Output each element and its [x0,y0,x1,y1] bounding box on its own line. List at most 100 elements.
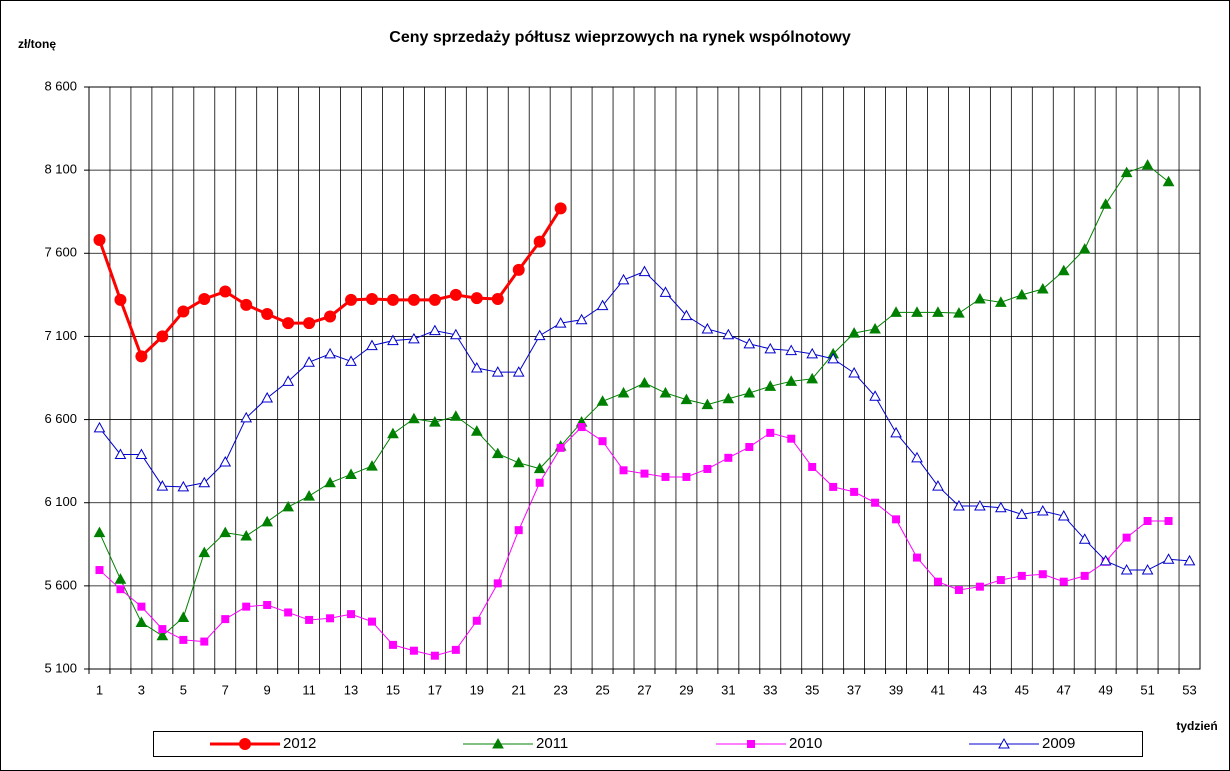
x-tick-label: 5 [180,682,187,697]
y-tick-label: 5 100 [44,660,77,675]
data-point [303,356,315,367]
data-point [408,332,420,344]
data-point [680,393,693,405]
data-point [659,286,672,297]
data-point [282,375,294,386]
data-point [1078,243,1091,254]
data-point [116,585,125,594]
data-point [114,448,127,459]
data-point [850,487,859,496]
data-point [848,366,860,378]
data-point [242,602,251,611]
data-point [1183,554,1196,566]
plot-frame [88,86,1201,670]
data-point [764,380,777,391]
data-point [724,453,733,462]
data-point [1015,508,1028,519]
data-point [326,614,335,623]
data-point [974,292,986,304]
data-point [512,263,525,276]
data-point [324,347,336,359]
data-point [911,451,923,463]
data-point [743,337,756,349]
y-tick-label: 7 100 [44,328,77,343]
data-point [429,324,441,336]
data-point [470,361,483,373]
x-tick-label: 25 [595,682,609,697]
data-point [1099,198,1112,209]
data-point [598,437,607,446]
data-point [535,478,544,487]
data-point [1120,166,1133,178]
x-tick-label: 45 [1015,682,1029,697]
data-point [491,366,504,377]
data-point [932,306,944,317]
data-point [303,490,315,501]
data-point [1015,288,1028,300]
data-point [722,328,735,340]
x-tick-label: 11 [302,682,316,697]
data-point [95,566,104,575]
data-point [1122,533,1131,542]
data-point [282,317,295,330]
data-point [829,482,838,491]
data-point [240,298,253,311]
series-line [99,426,1169,657]
data-point [1162,553,1175,564]
data-point [827,352,840,364]
data-point [995,296,1007,307]
data-point [135,350,148,363]
data-point [198,476,211,488]
legend-marker [998,737,1010,749]
data-point [1017,571,1026,580]
data-point [892,515,901,524]
data-point [974,500,986,511]
data-point [491,293,504,306]
data-point [449,328,462,340]
x-tick-label: 3 [138,682,145,697]
data-point [1036,504,1049,516]
x-tick-label: 17 [428,682,442,697]
data-point [449,410,462,421]
x-tick-label: 15 [386,682,400,697]
y-tick-label: 7 600 [44,245,77,260]
data-point [386,293,399,306]
x-tick-label: 13 [344,682,358,697]
data-point [953,307,965,318]
data-point [93,233,106,246]
data-point [347,610,356,619]
data-point [430,651,439,660]
data-point [638,265,651,277]
data-point [177,611,190,622]
data-point [787,434,796,443]
data-point [1141,159,1154,170]
data-point [533,235,546,248]
data-point [449,288,462,301]
data-point [1164,517,1173,526]
data-point [617,386,630,398]
data-point [932,480,944,491]
data-point [408,412,420,424]
data-point [135,448,148,459]
data-point [388,640,397,649]
data-point [661,472,670,481]
data-point [221,615,230,624]
x-axis-label: tydzień [1176,719,1217,733]
data-point [764,342,777,354]
data-point [407,293,420,306]
data-point [240,529,253,541]
data-point [1080,571,1089,580]
data-point [114,573,127,584]
data-point [367,617,376,626]
data-point [324,310,337,323]
data-point [806,347,819,359]
data-point [577,423,586,432]
data-point [743,386,756,398]
data-point [93,421,106,433]
data-point [617,273,630,285]
data-point [869,390,881,401]
data-point [575,313,588,325]
data-point [701,398,714,410]
data-point [533,329,546,341]
